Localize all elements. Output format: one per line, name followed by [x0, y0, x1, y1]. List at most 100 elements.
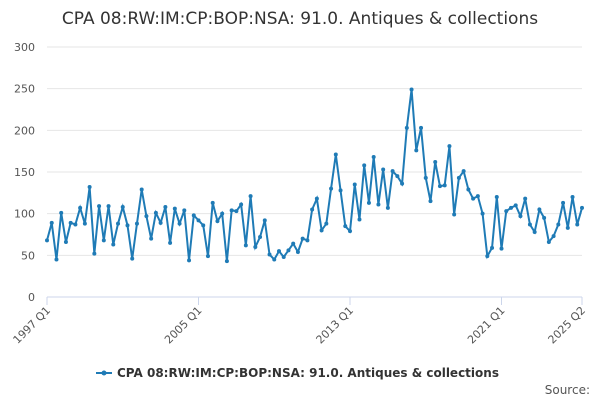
data-point — [177, 221, 182, 226]
data-point — [561, 200, 566, 205]
data-point — [54, 257, 59, 262]
data-point — [144, 214, 149, 219]
data-point — [210, 200, 215, 205]
data-point — [130, 256, 135, 261]
data-point — [348, 229, 353, 234]
data-point — [324, 221, 329, 226]
data-point — [329, 186, 334, 191]
data-point — [575, 222, 580, 227]
data-point — [59, 210, 64, 215]
y-tick-label: 100 — [14, 208, 35, 221]
data-point — [300, 236, 305, 241]
data-point — [125, 223, 130, 228]
data-point — [111, 242, 116, 247]
data-point — [400, 181, 405, 186]
data-point — [286, 248, 291, 253]
data-point — [352, 182, 357, 187]
data-point — [92, 251, 97, 256]
data-point — [523, 196, 528, 201]
data-point — [314, 196, 319, 201]
data-point — [63, 240, 68, 244]
x-tick-label: 2021 Q1 — [465, 304, 508, 347]
data-point — [395, 174, 400, 179]
data-point — [461, 169, 466, 174]
data-point — [87, 185, 92, 189]
y-tick-label: 150 — [14, 166, 35, 179]
data-point — [196, 218, 201, 223]
data-point — [272, 257, 277, 262]
data-point — [163, 205, 168, 209]
data-point — [224, 259, 229, 264]
data-point — [580, 205, 584, 210]
data-point — [182, 208, 187, 213]
data-point — [281, 255, 286, 259]
data-point — [513, 203, 518, 208]
data-point — [153, 210, 158, 215]
data-point — [239, 202, 244, 207]
data-point — [73, 222, 78, 227]
data-point — [248, 194, 253, 199]
data-point — [442, 183, 447, 188]
data-point — [262, 218, 267, 223]
data-point — [68, 220, 73, 225]
data-point — [508, 205, 513, 210]
data-point — [120, 205, 125, 209]
data-point — [428, 199, 433, 204]
data-point — [116, 221, 121, 226]
data-point — [475, 194, 480, 199]
data-point — [504, 209, 509, 214]
data-point — [106, 204, 111, 209]
data-point — [366, 200, 371, 205]
data-point — [243, 243, 248, 248]
data-point — [291, 241, 296, 246]
data-point — [409, 87, 414, 92]
data-point — [556, 222, 561, 227]
data-point — [82, 221, 87, 226]
data-point — [537, 207, 542, 212]
x-tick-label: 2013 Q1 — [314, 304, 357, 347]
x-tick-label: 1997 Q1 — [11, 304, 54, 347]
data-point — [305, 238, 310, 243]
data-point — [423, 175, 428, 180]
data-point — [485, 254, 490, 259]
y-tick-label: 200 — [14, 124, 35, 137]
data-point — [419, 125, 424, 130]
data-point — [97, 204, 102, 209]
legend-marker — [101, 370, 107, 376]
data-point — [234, 209, 239, 214]
data-point — [310, 207, 315, 212]
data-point — [149, 236, 154, 241]
y-tick-label: 300 — [14, 41, 35, 54]
data-point — [333, 152, 338, 157]
data-point — [452, 212, 457, 217]
data-point — [466, 187, 471, 192]
data-point — [456, 175, 461, 180]
data-point — [158, 220, 163, 225]
data-point — [134, 221, 139, 226]
data-point — [267, 252, 272, 257]
data-point — [404, 125, 409, 130]
data-point — [215, 219, 220, 224]
data-point — [565, 225, 570, 230]
x-tick-label: 2025 Q2 — [546, 304, 589, 347]
data-point — [499, 246, 504, 251]
data-point — [139, 187, 144, 192]
data-point — [201, 223, 206, 228]
data-point — [258, 235, 263, 239]
data-point — [376, 202, 381, 207]
chart-title: CPA 08:RW:IM:CP:BOP:NSA: 91.0. Antiques … — [62, 9, 538, 29]
y-tick-label: 250 — [14, 83, 35, 96]
data-point — [343, 224, 348, 229]
data-point — [490, 245, 495, 250]
data-point — [49, 220, 54, 225]
data-point — [319, 228, 324, 233]
data-point — [527, 222, 532, 227]
data-point — [414, 148, 419, 153]
data-point — [220, 211, 225, 216]
data-point — [357, 217, 362, 222]
data-point — [338, 188, 343, 193]
data-point — [542, 215, 547, 220]
data-point — [570, 195, 575, 199]
y-tick-label: 0 — [28, 291, 35, 304]
